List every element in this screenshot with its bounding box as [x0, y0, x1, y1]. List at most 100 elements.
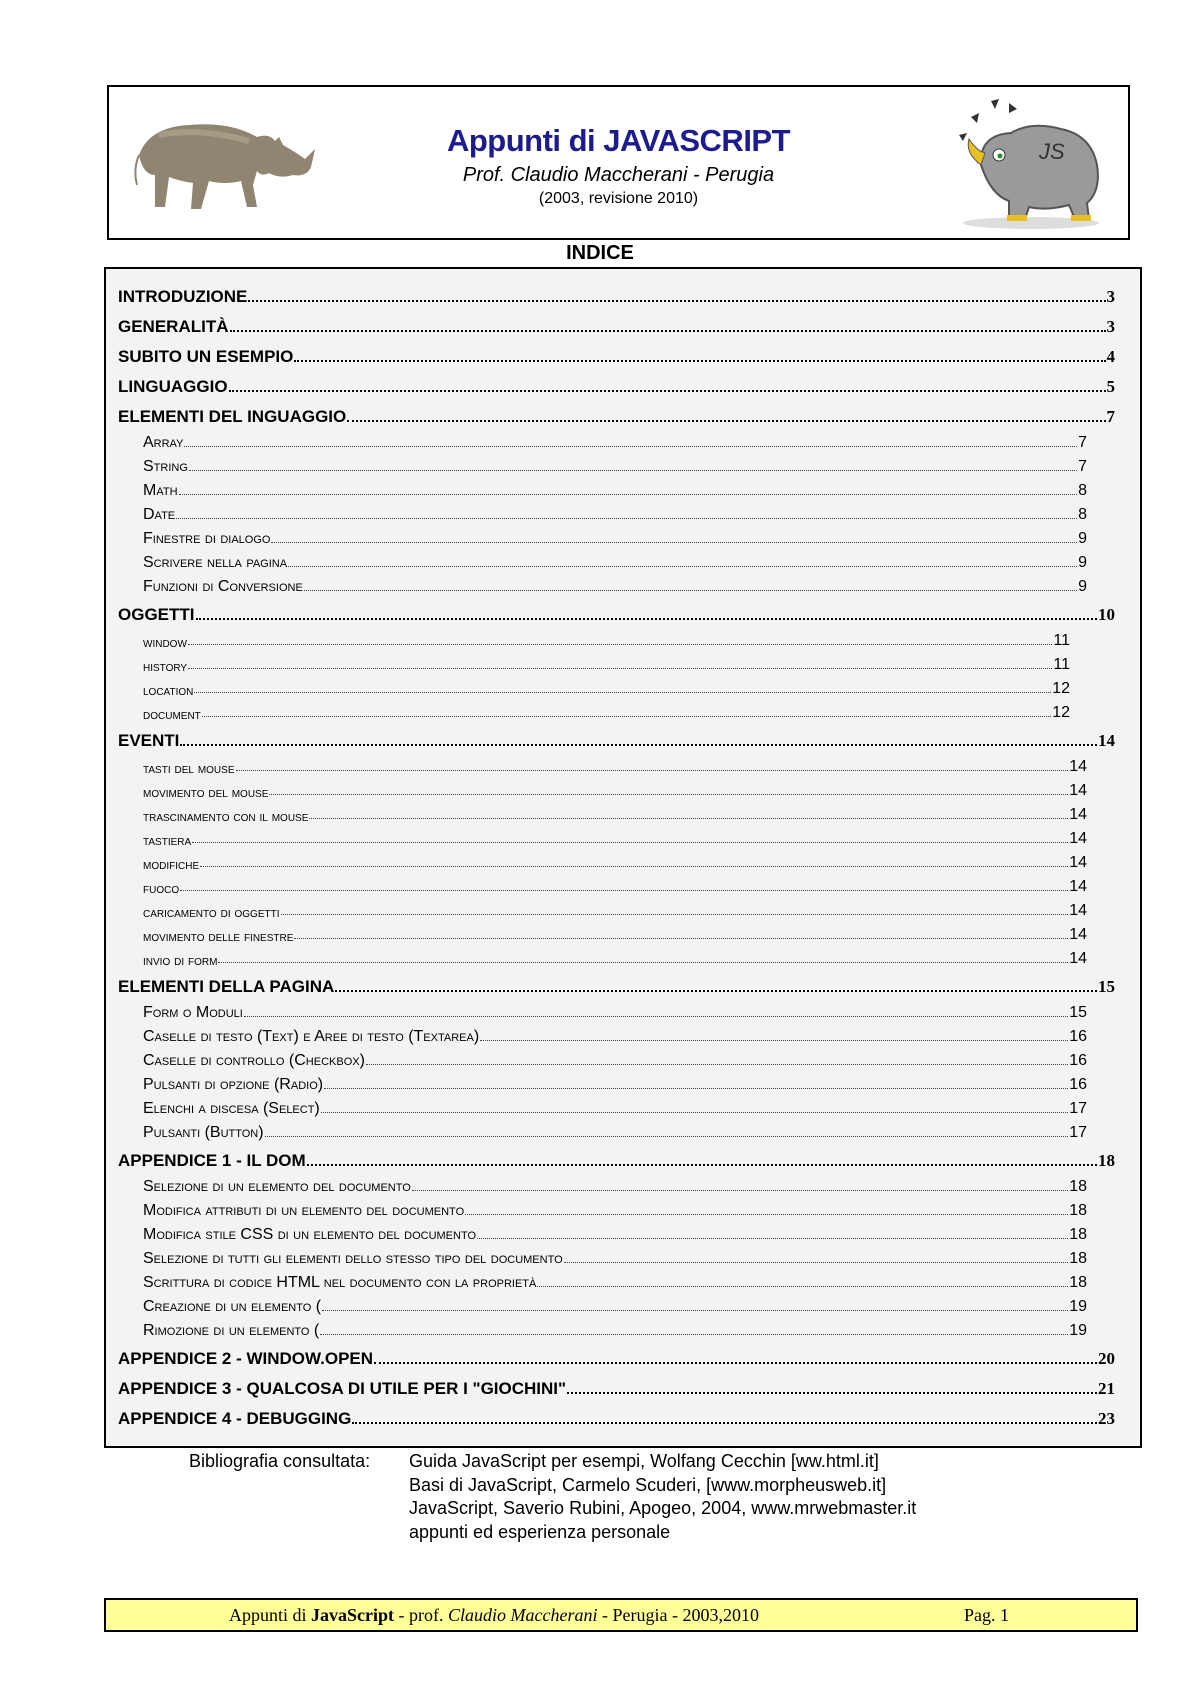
toc-entry[interactable]: window 11	[118, 625, 1070, 650]
dot-leader	[243, 1016, 1069, 1017]
bibliography-entry: Basi di JavaScript, Carmelo Scuderi, [ww…	[409, 1474, 887, 1495]
toc-entry[interactable]: modifiche 14	[118, 848, 1087, 872]
toc-entry-page: 7	[1078, 458, 1087, 475]
toc-entry-page: 14	[1069, 782, 1087, 799]
toc-entry[interactable]: Pulsanti di opzione (Radio) 16	[118, 1070, 1087, 1094]
toc-entry[interactable]: Pulsanti (Button) 17	[118, 1118, 1087, 1142]
dot-leader	[180, 890, 1069, 891]
toc-entry-page: 14	[1069, 758, 1087, 775]
toc-entry[interactable]: Array 7	[118, 427, 1087, 452]
toc-entry[interactable]: movimento delle finestre 14	[118, 920, 1087, 944]
toc-entry-label: Finestre di dialogo	[143, 530, 271, 547]
toc-entry[interactable]: Form o Moduli 15	[118, 997, 1087, 1022]
toc-entry[interactable]: Finestre di dialogo 9	[118, 524, 1087, 548]
toc-entry[interactable]: APPENDICE 2 - WINDOW.OPEN 20	[118, 1340, 1115, 1369]
dot-leader	[352, 1422, 1097, 1424]
dot-leader	[176, 518, 1078, 519]
toc-entry-label: Selezione di tutti gli elementi dello st…	[143, 1250, 563, 1267]
dot-leader	[194, 692, 1052, 693]
toc-entry-page: 12	[1052, 680, 1070, 697]
toc-entry[interactable]: Selezione di un elemento del documento 18	[118, 1171, 1087, 1196]
toc-entry[interactable]: EVENTI 14	[118, 722, 1115, 751]
toc-entry-page: 7	[1078, 434, 1087, 451]
dot-leader	[195, 618, 1097, 620]
toc-entry[interactable]: tastiera 14	[118, 824, 1087, 848]
toc-entry[interactable]: Caselle di testo (Text) e Aree di testo …	[118, 1022, 1087, 1046]
toc-entry[interactable]: APPENDICE 1 - IL DOM 18	[118, 1142, 1115, 1171]
toc-entry[interactable]: caricamento di oggetti 14	[118, 896, 1087, 920]
toc-entry-page: 19	[1069, 1298, 1087, 1315]
toc-entry[interactable]: Caselle di controllo (Checkbox) 16	[118, 1046, 1087, 1070]
toc-entry[interactable]: invio di form 14	[118, 944, 1087, 968]
toc-list: INTRODUZIONE 3 GENERALITÀ 3 SUBITO UN ESEMPI…	[118, 277, 1115, 1429]
rhino-photo-icon	[134, 124, 315, 209]
toc-entry[interactable]: document 12	[118, 698, 1070, 722]
toc-entry-page: 17	[1069, 1100, 1087, 1117]
toc-entry[interactable]: GENERALITÀ 3	[118, 307, 1115, 337]
toc-entry[interactable]: Creazione di un elemento (19	[118, 1292, 1087, 1316]
toc-entry[interactable]: Modifica attributi di un elemento del do…	[118, 1196, 1087, 1220]
toc-entry-page: 18	[1069, 1226, 1087, 1243]
toc-entry-label: Funzioni di Conversione	[143, 578, 303, 595]
toc-entry-label: Scrivere nella pagina	[143, 554, 288, 571]
toc-entry[interactable]: trascinamento con il mouse 14	[118, 800, 1087, 824]
toc-entry-label: GENERALITÀ	[118, 317, 229, 336]
toc-entry[interactable]: Rimozione di un elemento (19	[118, 1316, 1087, 1340]
toc-heading: INDICE	[566, 242, 634, 264]
toc-entry-page: 17	[1069, 1124, 1087, 1141]
toc-entry[interactable]: Selezione di tutti gli elementi dello st…	[118, 1244, 1087, 1268]
logo-js-text: JS	[1038, 139, 1065, 164]
dot-leader	[248, 300, 1106, 302]
toc-entry[interactable]: SUBITO UN ESEMPIO 4	[118, 337, 1115, 367]
toc-entry-page: 16	[1069, 1076, 1087, 1093]
table-of-contents: INTRODUZIONE 3 GENERALITÀ 3 SUBITO UN ESEMPI…	[104, 267, 1142, 1448]
dot-leader	[280, 914, 1069, 915]
toc-entry-page: 21	[1098, 1379, 1115, 1398]
toc-entry[interactable]: Math 8	[118, 476, 1087, 500]
dot-leader	[288, 566, 1078, 567]
toc-entry[interactable]: location 12	[118, 674, 1070, 698]
toc-entry[interactable]: tasti del mouse 14	[118, 751, 1087, 776]
toc-entry[interactable]: String 7	[118, 452, 1087, 476]
document-year: (2003, revisione 2010)	[538, 190, 699, 207]
toc-entry-page: 15	[1069, 1004, 1087, 1021]
toc-entry[interactable]: Modifica stile CSS di un elemento del do…	[118, 1220, 1087, 1244]
dot-leader	[294, 360, 1106, 362]
toc-entry[interactable]: history 11	[118, 650, 1070, 674]
dot-leader	[537, 1286, 1069, 1287]
toc-entry-page: 16	[1069, 1028, 1087, 1045]
document-header: Appunti di JAVASCRIPT Prof. Claudio Macc…	[107, 85, 1130, 240]
toc-entry[interactable]: Elenchi a discesa (Select) 17	[118, 1094, 1087, 1118]
page-footer: Appunti di JavaScript - prof. Claudio Ma…	[104, 1598, 1138, 1632]
dot-leader	[229, 330, 1106, 332]
toc-entry[interactable]: fuoco 14	[118, 872, 1087, 896]
bibliography-entry: JavaScript, Saverio Rubini, Apogeo, 2004…	[409, 1498, 917, 1518]
toc-entry[interactable]: OGGETTI 10	[118, 596, 1115, 625]
toc-entry[interactable]: LINGUAGGIO 5	[118, 367, 1115, 397]
toc-entry-label: window	[143, 634, 187, 650]
toc-entry[interactable]: movimento del mouse 14	[118, 776, 1087, 800]
toc-entry[interactable]: Date 8	[118, 500, 1087, 524]
toc-entry-page: 14	[1069, 806, 1087, 823]
dot-leader	[178, 494, 1078, 495]
toc-entry[interactable]: INTRODUZIONE 3	[118, 277, 1115, 307]
toc-entry-label: history	[143, 658, 188, 674]
footer-text: Appunti di JavaScript - prof. Claudio Ma…	[229, 1605, 759, 1626]
toc-entry[interactable]: Funzioni di Conversione 9	[118, 572, 1087, 596]
dot-leader	[188, 470, 1078, 471]
toc-entry[interactable]: Scrivere nella pagina 9	[118, 548, 1087, 572]
dot-leader	[306, 1164, 1097, 1166]
toc-entry[interactable]: ELEMENTI DELLA PAGINA 15	[118, 968, 1115, 997]
toc-entry-label: Pulsanti (Button)	[143, 1124, 264, 1141]
toc-entry[interactable]: APPENDICE 4 - DEBUGGING 23	[118, 1399, 1115, 1429]
toc-entry-label: movimento del mouse	[143, 784, 269, 800]
toc-entry[interactable]: Scrittura di codice HTML nel documento c…	[118, 1268, 1087, 1292]
toc-entry-page: 14	[1069, 902, 1087, 919]
toc-entry-page: 19	[1069, 1322, 1087, 1339]
toc-entry[interactable]: ELEMENTI DEL INGUAGGIO 7	[118, 397, 1115, 427]
footer-prefix: Appunti di	[229, 1605, 312, 1625]
toc-entry-page: 9	[1078, 578, 1087, 595]
dot-leader	[269, 794, 1069, 795]
dot-leader	[218, 962, 1069, 963]
toc-entry[interactable]: APPENDICE 3 - QUALCOSA DI UTILE PER I "G…	[118, 1369, 1115, 1399]
